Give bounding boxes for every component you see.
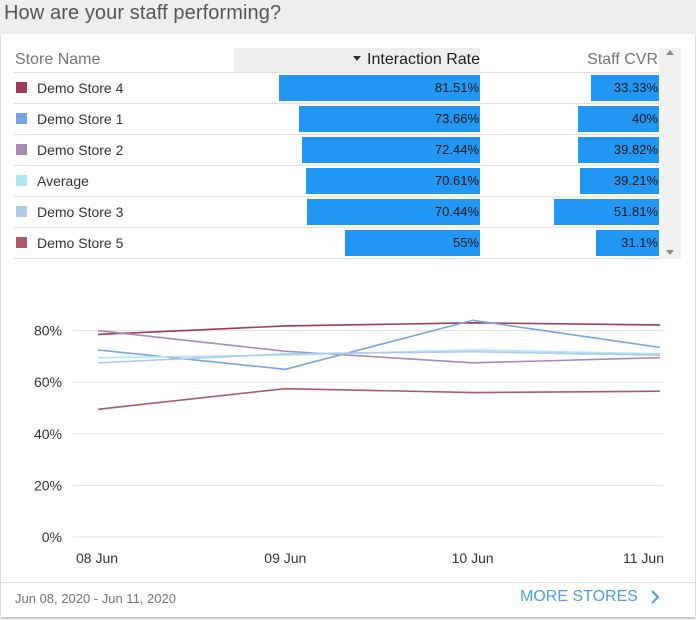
series-line <box>97 322 661 336</box>
store-name-cell: Demo Store 2 <box>37 142 124 158</box>
interaction-rate-cell: 70.61% <box>234 168 480 194</box>
table-row[interactable]: Demo Store 2 72.44% 39.82% <box>14 135 659 166</box>
series-line <box>97 329 661 364</box>
series-color-swatch <box>16 113 27 124</box>
chevron-right-icon <box>651 590 660 604</box>
interaction-rate-bar <box>302 137 480 163</box>
table-header: Store Name Interaction Rate Staff CVR <box>14 48 659 73</box>
more-stores-label: MORE STORES <box>520 588 638 605</box>
table-body: Demo Store 4 81.51% 33.33% Demo Store 1 73.6… <box>14 73 659 259</box>
interaction-rate-value: 81.51% <box>434 80 479 95</box>
interaction-rate-cell: 70.44% <box>234 199 480 225</box>
table-row[interactable]: Demo Store 1 73.66% 40% <box>14 104 659 135</box>
header-staff-cvr[interactable]: Staff CVR <box>587 51 658 68</box>
interaction-rate-value: 55% <box>452 235 479 250</box>
x-tick-label: 08 Jun <box>76 550 118 566</box>
staff-cvr-value: 39.82% <box>613 142 658 157</box>
interaction-rate-cell: 55% <box>234 230 480 256</box>
page-title: How are your staff performing? <box>4 2 282 24</box>
interaction-rate-bar <box>307 199 480 225</box>
series-color-swatch <box>16 144 27 155</box>
table-row[interactable]: Demo Store 4 81.51% 33.33% <box>14 73 659 104</box>
interaction-rate-bar <box>279 75 480 101</box>
date-range: Jun 08, 2020 - Jun 11, 2020 <box>15 591 176 606</box>
interaction-rate-value: 73.66% <box>434 111 479 126</box>
series-color-swatch <box>16 206 27 217</box>
store-name-cell: Demo Store 4 <box>37 80 124 96</box>
staff-cvr-bar <box>578 137 659 163</box>
interaction-rate-bar <box>345 230 480 256</box>
y-tick-label: 80% <box>34 323 62 339</box>
store-name-cell: Average <box>37 173 89 189</box>
staff-cvr-cell: 39.82% <box>554 137 659 163</box>
y-tick-label: 40% <box>34 426 62 442</box>
interaction-rate-cell: 72.44% <box>234 137 480 163</box>
interaction-rate-value: 70.61% <box>434 173 479 188</box>
interaction-rate-cell: 73.66% <box>234 106 480 132</box>
y-tick-label: 60% <box>34 374 62 390</box>
header-interaction-rate-label: Interaction Rate <box>367 51 480 68</box>
store-name-cell: Demo Store 1 <box>37 111 124 127</box>
staff-cvr-value: 40% <box>631 111 658 126</box>
performance-table: Store Name Interaction Rate Staff CVR De… <box>14 48 659 259</box>
line-chart: 0% 20% 40% 60% 80% 08 Jun 09 Jun 10 Jun 11 Jun <box>34 319 664 566</box>
y-tick-label: 20% <box>34 477 62 493</box>
staff-cvr-value: 31.1% <box>621 235 658 250</box>
table-scrollbar[interactable] <box>659 48 681 259</box>
more-stores-link[interactable]: MORE STORES <box>520 588 662 606</box>
header-interaction-rate[interactable]: Interaction Rate <box>234 48 480 72</box>
staff-cvr-cell: 33.33% <box>554 75 659 101</box>
staff-cvr-bar <box>596 230 659 256</box>
table-row[interactable]: Demo Store 5 55% 31.1% <box>14 228 659 259</box>
staff-cvr-value: 33.33% <box>613 80 658 95</box>
store-name-cell: Demo Store 5 <box>37 235 124 251</box>
x-tick-label: 11 Jun <box>623 550 664 566</box>
card-footer: Jun 08, 2020 - Jun 11, 2020 MORE STORES <box>1 582 695 618</box>
header-store-name[interactable]: Store Name <box>15 51 101 68</box>
staff-cvr-cell: 31.1% <box>554 230 659 256</box>
series-line <box>97 387 661 411</box>
staff-cvr-bar <box>578 106 659 132</box>
sort-desc-icon <box>353 56 362 62</box>
x-tick-label: 10 Jun <box>452 550 494 566</box>
series-color-swatch <box>16 175 27 186</box>
interaction-rate-bar <box>299 106 480 132</box>
table-row[interactable]: Demo Store 3 70.44% 51.81% <box>14 197 659 228</box>
interaction-rate-cell: 81.51% <box>234 75 480 101</box>
staff-cvr-cell: 51.81% <box>554 199 659 225</box>
interaction-rate-value: 70.44% <box>434 204 479 219</box>
interaction-rate-value: 72.44% <box>434 142 479 157</box>
table-row[interactable]: Average 70.61% 39.21% <box>14 166 659 197</box>
x-tick-label: 09 Jun <box>264 550 306 566</box>
scroll-up-icon[interactable] <box>666 50 674 55</box>
series-line <box>97 319 661 371</box>
scroll-down-icon[interactable] <box>666 250 674 255</box>
staff-cvr-bar <box>591 75 659 101</box>
series-line <box>97 350 661 364</box>
staff-performance-card: Store Name Interaction Rate Staff CVR De… <box>1 34 695 617</box>
staff-cvr-cell: 39.21% <box>554 168 659 194</box>
interaction-rate-bar <box>306 168 480 194</box>
store-name-cell: Demo Store 3 <box>37 204 124 220</box>
y-tick-label: 0% <box>42 529 62 545</box>
series-color-swatch <box>16 237 27 248</box>
staff-cvr-value: 51.81% <box>613 204 658 219</box>
staff-cvr-bar <box>554 199 659 225</box>
staff-cvr-bar <box>580 168 659 194</box>
staff-cvr-value: 39.21% <box>613 173 658 188</box>
series-color-swatch <box>16 82 27 93</box>
staff-cvr-cell: 40% <box>554 106 659 132</box>
